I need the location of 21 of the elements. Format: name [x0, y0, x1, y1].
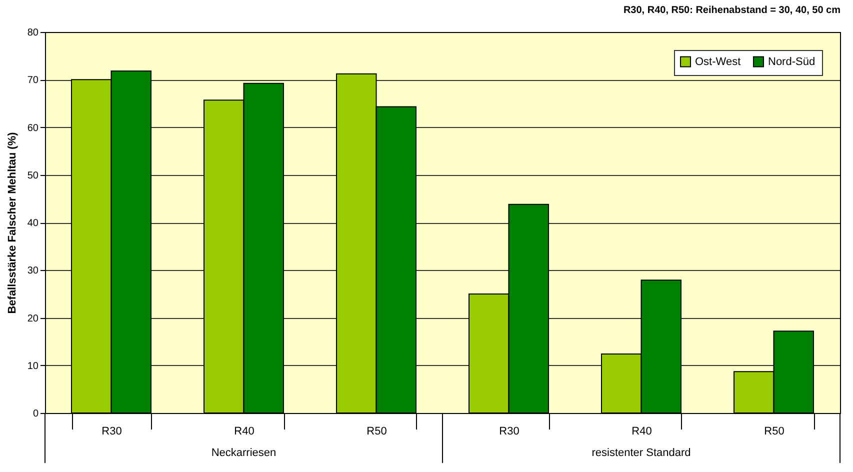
- y-tick-label: 20: [27, 313, 39, 324]
- y-tick-label: 0: [32, 408, 39, 420]
- y-tick-label: 70: [27, 75, 39, 86]
- x-tick-label: R40: [234, 426, 254, 438]
- y-tick-label: 80: [27, 28, 39, 38]
- y-tick-label: 10: [27, 360, 39, 372]
- x-tick-label: R50: [366, 426, 387, 438]
- text: Neckarriesen: [211, 447, 276, 459]
- legend-label: Ost-West: [695, 56, 741, 68]
- x-tick-label: R50: [764, 426, 784, 438]
- y-axis-title: Befallsstärke Falscher Mehltau (%): [6, 132, 18, 314]
- x-tick-label: R30: [499, 426, 520, 438]
- y-tick-label: 50: [27, 170, 39, 182]
- legend-label: Nord-Süd: [768, 56, 816, 68]
- y-tick-label: 40: [27, 218, 39, 229]
- x-tick-label: R30: [102, 426, 122, 438]
- chart-title: R30, R40, R50: Reihenabstand = 30, 40, 50 cm: [623, 5, 841, 16]
- text: resistenter Standard: [592, 447, 691, 459]
- y-tick-label: 30: [27, 266, 39, 277]
- y-tick-label: 60: [27, 122, 39, 134]
- x-tick-label: R40: [632, 426, 652, 438]
